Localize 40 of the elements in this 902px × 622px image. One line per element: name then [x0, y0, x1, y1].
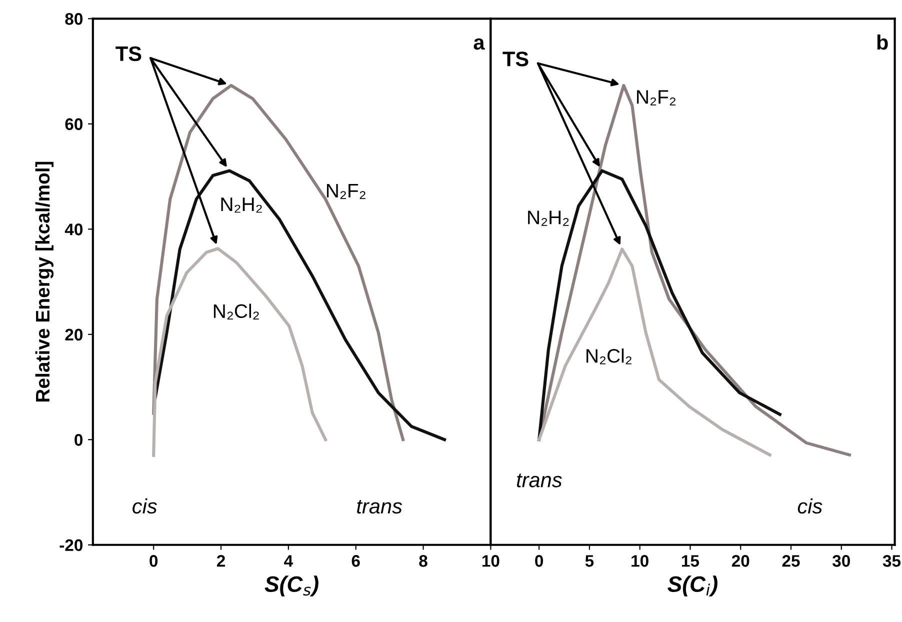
- x-tick-label: 15: [682, 555, 700, 567]
- x-axis-title: S(C$_{i}$): [668, 576, 718, 596]
- x-tick-label: 8: [419, 555, 428, 567]
- x-tick-label: 0: [535, 555, 544, 567]
- y-tick-label: 80: [65, 13, 82, 25]
- x-tick-label: 2: [216, 555, 225, 567]
- annotation: b: [877, 34, 888, 50]
- x-tick-label: 25: [782, 555, 800, 567]
- y-tick-label: 40: [64, 224, 82, 236]
- annotation: TS: [502, 52, 528, 66]
- x-tick-label: 5: [585, 555, 594, 567]
- y-tick-label: 60: [65, 118, 82, 130]
- series-label: N₂F₂: [637, 90, 676, 106]
- x-tick-label: 0: [150, 555, 158, 567]
- x-tick-label: 10: [632, 555, 648, 567]
- series-label: N₂H₂: [528, 210, 569, 226]
- line-series: [154, 169, 446, 442]
- series-label: N₂Cl₂: [586, 348, 632, 364]
- annotation: TS: [116, 46, 142, 62]
- series-label: N₂F₂: [326, 184, 366, 199]
- y-tick-label: -20: [60, 539, 83, 552]
- annotation: cis: [132, 498, 157, 514]
- x-axis-title: S(C$_{s}$): [264, 576, 318, 596]
- x-tick-label: 4: [284, 555, 293, 567]
- x-tick-label: 10: [482, 555, 500, 567]
- annotation: a: [474, 38, 485, 50]
- line-series: [152, 84, 405, 442]
- annotation: trans: [516, 474, 562, 488]
- annotation: trans: [357, 500, 402, 514]
- y-tick-label: 0: [74, 434, 82, 446]
- x-tick-label: 20: [732, 555, 750, 567]
- annotation: cis: [798, 498, 822, 514]
- x-tick-label: 35: [882, 555, 901, 567]
- series-label: N₂Cl₂: [214, 304, 259, 320]
- x-tick-label: 30: [832, 555, 850, 567]
- y-tick-label: 20: [65, 328, 82, 341]
- series-label: N₂H₂: [221, 198, 262, 213]
- line-series: [152, 247, 328, 457]
- y-axis-title: Relative Energy [kcal/mol]: [35, 162, 54, 402]
- x-tick-label: 6: [352, 555, 360, 567]
